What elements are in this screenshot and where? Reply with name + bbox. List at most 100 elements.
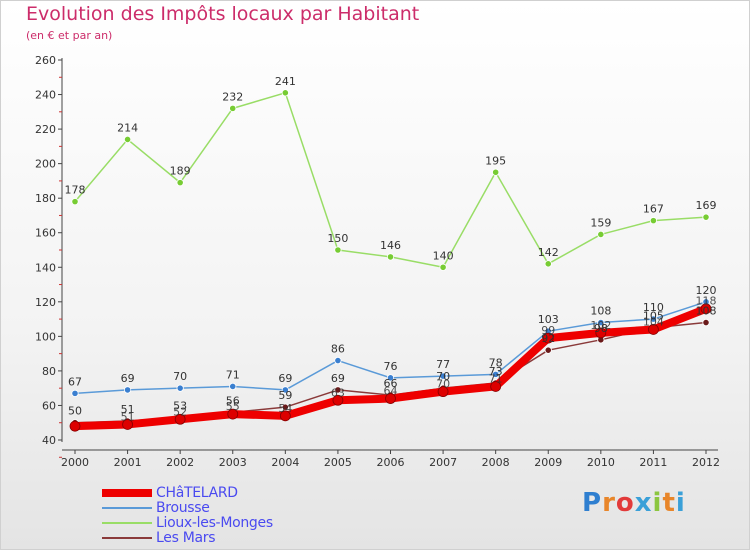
x-tick-label: 2001 [114, 456, 142, 469]
data-label: 71 [489, 372, 503, 385]
legend-swatch [102, 507, 152, 509]
legend-label: CHâTELARD [156, 485, 238, 501]
chart-subtitle: (en € et par an) [26, 29, 113, 42]
data-point [597, 230, 605, 239]
data-label: 214 [117, 121, 138, 134]
data-label: 110 [643, 301, 664, 314]
data-label: 55 [226, 400, 240, 413]
data-point [439, 263, 447, 271]
data-label: 103 [538, 313, 559, 326]
data-point [439, 372, 447, 380]
x-tick-label: 2002 [166, 456, 194, 469]
data-label: 232 [222, 90, 243, 103]
data-label: 167 [643, 203, 664, 216]
data-point [71, 389, 79, 397]
data-point [229, 382, 237, 391]
data-label: 92 [541, 332, 555, 345]
data-label: 63 [331, 386, 345, 399]
data-label: 64 [384, 385, 398, 398]
data-point [279, 410, 291, 422]
y-tick-label: 220 [35, 123, 56, 136]
data-label: 69 [278, 372, 292, 385]
legend-label: Les Mars [156, 530, 216, 546]
data-label: 189 [170, 165, 191, 178]
data-label: 98 [594, 322, 608, 335]
data-point [122, 419, 133, 430]
data-label: 73 [489, 365, 503, 378]
logo-letter: t [662, 488, 676, 518]
x-tick-label: 2006 [377, 456, 405, 469]
data-point [544, 260, 552, 268]
data-point [176, 179, 184, 187]
data-label: 54 [278, 402, 292, 415]
data-label: 70 [436, 378, 450, 391]
proxiti-logo: Proxiti [582, 488, 686, 518]
data-point [597, 318, 605, 327]
data-label: 195 [485, 154, 506, 167]
x-tick-label: 2011 [639, 456, 667, 469]
data-label: 70 [173, 370, 187, 383]
data-label: 241 [275, 75, 296, 88]
y-tick-label: 180 [35, 192, 56, 205]
data-point [700, 303, 712, 315]
data-point [281, 403, 289, 411]
legend-swatch [102, 489, 152, 497]
data-label: 70 [436, 370, 450, 383]
data-label: 69 [121, 372, 135, 385]
data-label: 78 [489, 356, 503, 369]
y-tick-label: 260 [35, 54, 56, 67]
x-tick-label: 2003 [219, 456, 247, 469]
legend-swatch [102, 537, 152, 539]
data-point [437, 386, 449, 398]
data-point [492, 370, 500, 378]
data-point [227, 408, 239, 420]
data-point [649, 315, 658, 323]
data-point [69, 420, 81, 432]
legend-label: Lioux-les-Monges [156, 515, 273, 531]
y-tick-label: 60 [42, 399, 56, 412]
data-label: 140 [433, 249, 454, 262]
data-label: 76 [384, 360, 398, 373]
data-point [648, 324, 659, 335]
data-point [174, 413, 186, 425]
y-tick-label: 240 [35, 89, 56, 102]
x-tick-label: 2010 [587, 456, 615, 469]
legend-swatch [102, 522, 152, 524]
legend-label: Brousse [156, 500, 210, 516]
y-tick-label: 140 [35, 261, 56, 274]
data-point [71, 198, 79, 206]
data-point [544, 346, 552, 354]
data-point [649, 217, 658, 225]
logo-letter: x [634, 488, 653, 518]
data-label: 108 [590, 305, 611, 318]
data-label: 169 [696, 199, 717, 212]
data-point [123, 135, 132, 144]
data-label: 150 [327, 232, 348, 245]
data-point [490, 381, 502, 392]
data-point [229, 104, 237, 112]
data-point [281, 386, 289, 394]
data-label: 102 [590, 319, 611, 332]
data-point [492, 168, 500, 176]
logo-letter: r [602, 488, 616, 518]
data-label: 51 [121, 410, 135, 423]
data-label: 108 [696, 305, 717, 318]
y-tick-label: 160 [35, 227, 56, 240]
data-point [595, 327, 607, 339]
y-tick-label: 120 [35, 296, 56, 309]
data-point [123, 386, 132, 394]
data-label: 104 [643, 315, 664, 328]
x-tick-label: 2007 [429, 456, 457, 469]
data-label: 67 [68, 375, 82, 388]
data-point [542, 332, 554, 344]
data-label: 86 [331, 343, 345, 356]
data-point [385, 393, 396, 404]
y-tick-label: 40 [42, 434, 56, 447]
data-label: 159 [590, 216, 611, 229]
data-label: 50 [68, 405, 82, 418]
data-label: 105 [643, 310, 664, 323]
logo-letter: i [652, 488, 663, 518]
logo-letter: o [615, 488, 635, 518]
